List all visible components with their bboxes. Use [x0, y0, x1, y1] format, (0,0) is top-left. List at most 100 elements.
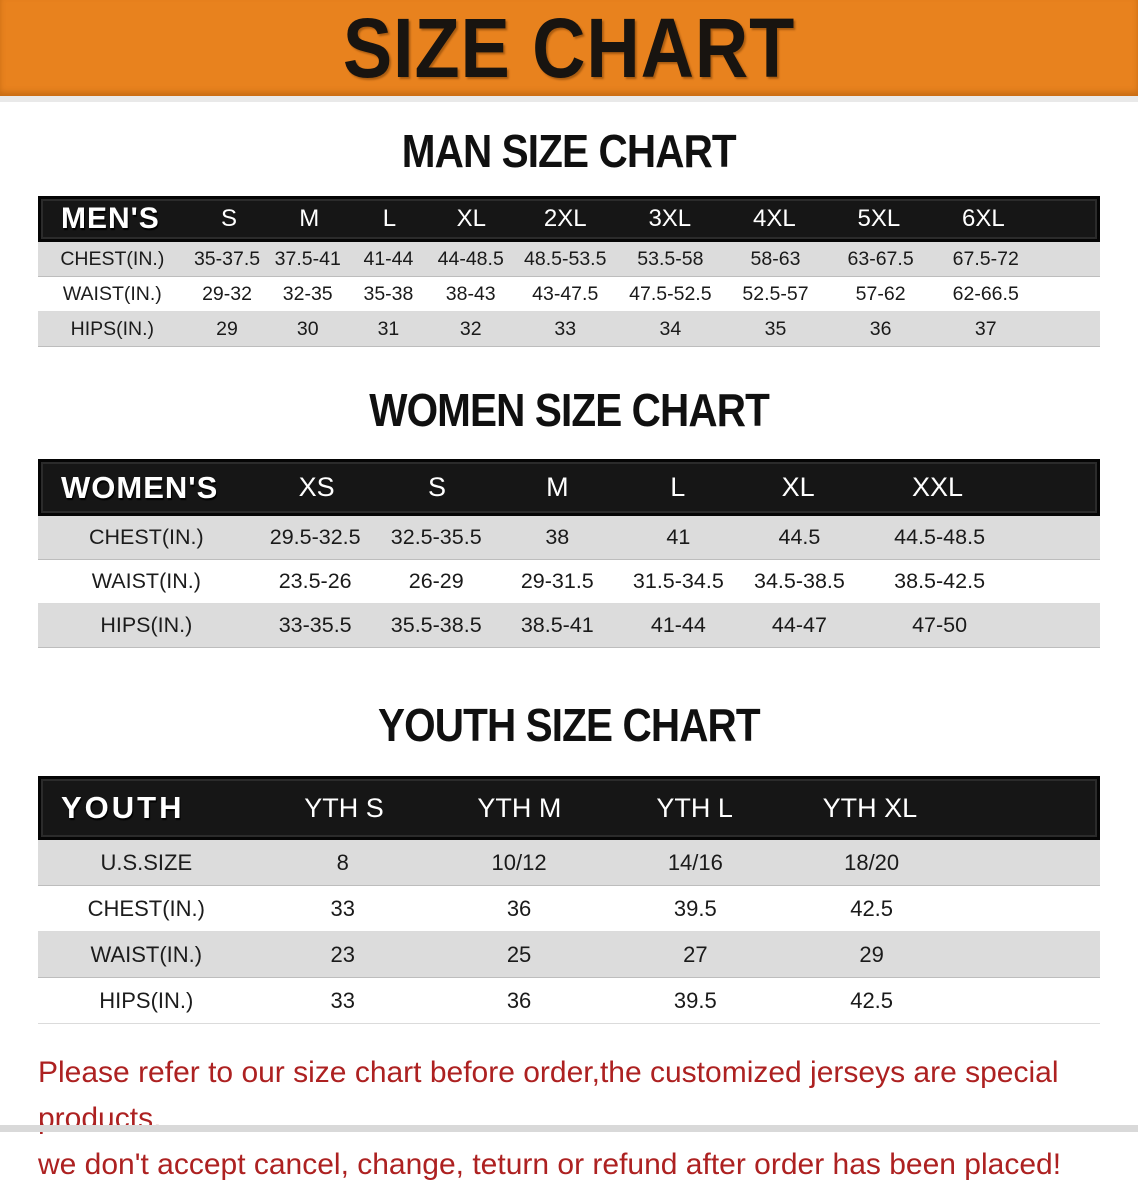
table-header-label: YOUTH: [61, 790, 185, 825]
column-header: 6XL: [962, 205, 1005, 232]
size-value: 44.5: [778, 525, 821, 549]
row-label: HIPS(IN.): [100, 613, 193, 637]
size-value: 42.5: [850, 895, 894, 921]
section-heading-women: WOMEN SIZE CHART: [369, 384, 770, 436]
table-header-label: WOMEN'S: [61, 469, 219, 505]
size-value: 41: [666, 525, 691, 549]
women-table-body: CHEST(IN.) 29.5-32.5 32.5-35.5 38 41 44.5 44.5…: [38, 516, 1100, 648]
size-value: 44.5-48.5: [894, 525, 986, 549]
size-value: 35-37.5: [193, 247, 261, 270]
size-value: 18/20: [844, 849, 900, 875]
notice-line-2: we don't accept cancel, change, teturn o…: [38, 1148, 1062, 1181]
size-value: 58-63: [750, 247, 801, 270]
size-value: 38: [545, 525, 570, 549]
size-value: 36: [506, 895, 532, 921]
size-value: 47-50: [912, 613, 968, 637]
size-value: 34: [659, 317, 682, 340]
row-label: WAIST(IN.): [90, 941, 203, 967]
men-table-header-row: MEN'S S M L XL 2XL 3XL 4XL 5XL 6XL: [38, 196, 1100, 242]
size-value: 27: [683, 941, 708, 967]
page-title-text: SIZE CHART: [342, 1, 796, 95]
section-heading-youth: YOUTH SIZE CHART: [378, 699, 761, 751]
youth-table-header-row: YOUTH YTH S YTH M YTH L YTH XL: [38, 776, 1100, 840]
size-value: 23: [330, 941, 356, 967]
table-row: U.S.SIZE 8 10/12 14/16 18/20: [38, 840, 1100, 886]
size-value: 39.5: [673, 987, 717, 1013]
size-value: 53.5-58: [637, 247, 704, 270]
notice-line-1: Please refer to our size chart before or…: [38, 1056, 1059, 1135]
size-value: 41-44: [363, 247, 414, 270]
size-value: 32.5-35.5: [390, 525, 482, 549]
table-row: CHEST(IN.) 33 36 39.5 42.5: [38, 886, 1100, 932]
column-header: M: [299, 205, 320, 232]
table-row: WAIST(IN.) 23.5-26 26-29 29-31.5 31.5-34.5 34…: [38, 560, 1100, 604]
men-size-table: MEN'S S M L XL 2XL 3XL 4XL 5XL 6XL CHEST(IN.) 35-3…: [38, 196, 1100, 347]
size-value: 39.5: [673, 895, 717, 921]
table-row: CHEST(IN.) 29.5-32.5 32.5-35.5 38 41 44.5 44.5…: [38, 516, 1100, 560]
footer-notice: Please refer to our size chart before or…: [38, 1050, 1100, 1188]
size-value: 37.5-41: [274, 247, 341, 270]
table-row: HIPS(IN.) 33 36 39.5 42.5: [38, 978, 1100, 1024]
size-value: 35-38: [363, 282, 414, 305]
size-value: 14/16: [667, 849, 723, 875]
size-value: 23.5-26: [278, 569, 352, 593]
size-value: 33: [554, 317, 577, 340]
size-value: 31.5-34.5: [632, 569, 724, 593]
column-header: 3XL: [648, 205, 692, 232]
column-header: L: [670, 472, 686, 502]
size-value: 36: [506, 987, 532, 1013]
size-value: 26-29: [408, 569, 464, 593]
size-value: 29: [859, 941, 884, 967]
size-value: 38-43: [445, 282, 496, 305]
column-header: XL: [456, 205, 486, 232]
size-value: 37: [974, 317, 997, 340]
column-header: 2XL: [543, 205, 587, 232]
column-header: 4XL: [752, 205, 796, 232]
size-value: 63-67.5: [847, 247, 914, 270]
page-title: SIZE CHART: [312, 6, 826, 90]
size-value: 32-35: [282, 282, 333, 305]
size-value: 29-31.5: [520, 569, 594, 593]
table-row: HIPS(IN.) 29 30 31 32 33 34 35 36 37: [38, 312, 1100, 347]
youth-size-table: YOUTH YTH S YTH M YTH L YTH XL U.S.SIZE 8 10/1…: [38, 776, 1100, 1024]
banner: SIZE CHART: [0, 0, 1138, 102]
size-value: 34.5-38.5: [753, 569, 845, 593]
row-label: CHEST(IN.): [87, 895, 205, 921]
table-row: HIPS(IN.) 33-35.5 35.5-38.5 38.5-41 41-44 44-…: [38, 604, 1100, 648]
column-header: XL: [781, 472, 815, 502]
size-value: 44-48.5: [437, 247, 504, 270]
row-label: HIPS(IN.): [70, 317, 155, 340]
youth-table-body: U.S.SIZE 8 10/12 14/16 18/20 CHEST(IN.) 33 36 39…: [38, 840, 1100, 1024]
column-header: S: [427, 472, 446, 502]
table-row: WAIST(IN.) 29-32 32-35 35-38 38-43 43-47.5 47.…: [38, 277, 1100, 312]
size-value: 35: [764, 317, 787, 340]
column-header: YTH L: [656, 792, 733, 823]
row-label: WAIST(IN.): [62, 282, 162, 305]
size-value: 35.5-38.5: [390, 613, 482, 637]
row-label: WAIST(IN.): [91, 569, 201, 593]
row-label: U.S.SIZE: [100, 849, 193, 875]
size-value: 41-44: [650, 613, 706, 637]
size-value: 62-66.5: [952, 282, 1019, 305]
size-value: 57-62: [855, 282, 906, 305]
column-header: YTH S: [304, 792, 384, 823]
table-row: WAIST(IN.) 23 25 27 29: [38, 932, 1100, 978]
table-row: CHEST(IN.) 35-37.5 37.5-41 41-44 44-48.5 48.5…: [38, 242, 1100, 277]
size-value: 67.5-72: [952, 247, 1019, 270]
size-value: 8: [336, 849, 349, 875]
men-table-body: CHEST(IN.) 35-37.5 37.5-41 41-44 44-48.5 48.5…: [38, 242, 1100, 347]
column-header: YTH M: [477, 792, 562, 823]
size-value: 33: [330, 895, 356, 921]
size-value: 10/12: [491, 849, 547, 875]
size-value: 29-32: [202, 282, 252, 305]
size-value: 32: [459, 317, 482, 340]
column-header: XXL: [911, 472, 964, 502]
women-size-table: WOMEN'S XS S M L XL XXL CHEST(IN.) 29.5-32.5 32.…: [38, 459, 1100, 648]
row-label: CHEST(IN.): [88, 525, 204, 549]
size-value: 25: [506, 941, 532, 967]
row-label: CHEST(IN.): [60, 247, 165, 270]
size-value: 38.5-42.5: [894, 569, 986, 593]
size-value: 42.5: [850, 987, 894, 1013]
section-heading-men: MAN SIZE CHART: [401, 125, 737, 177]
